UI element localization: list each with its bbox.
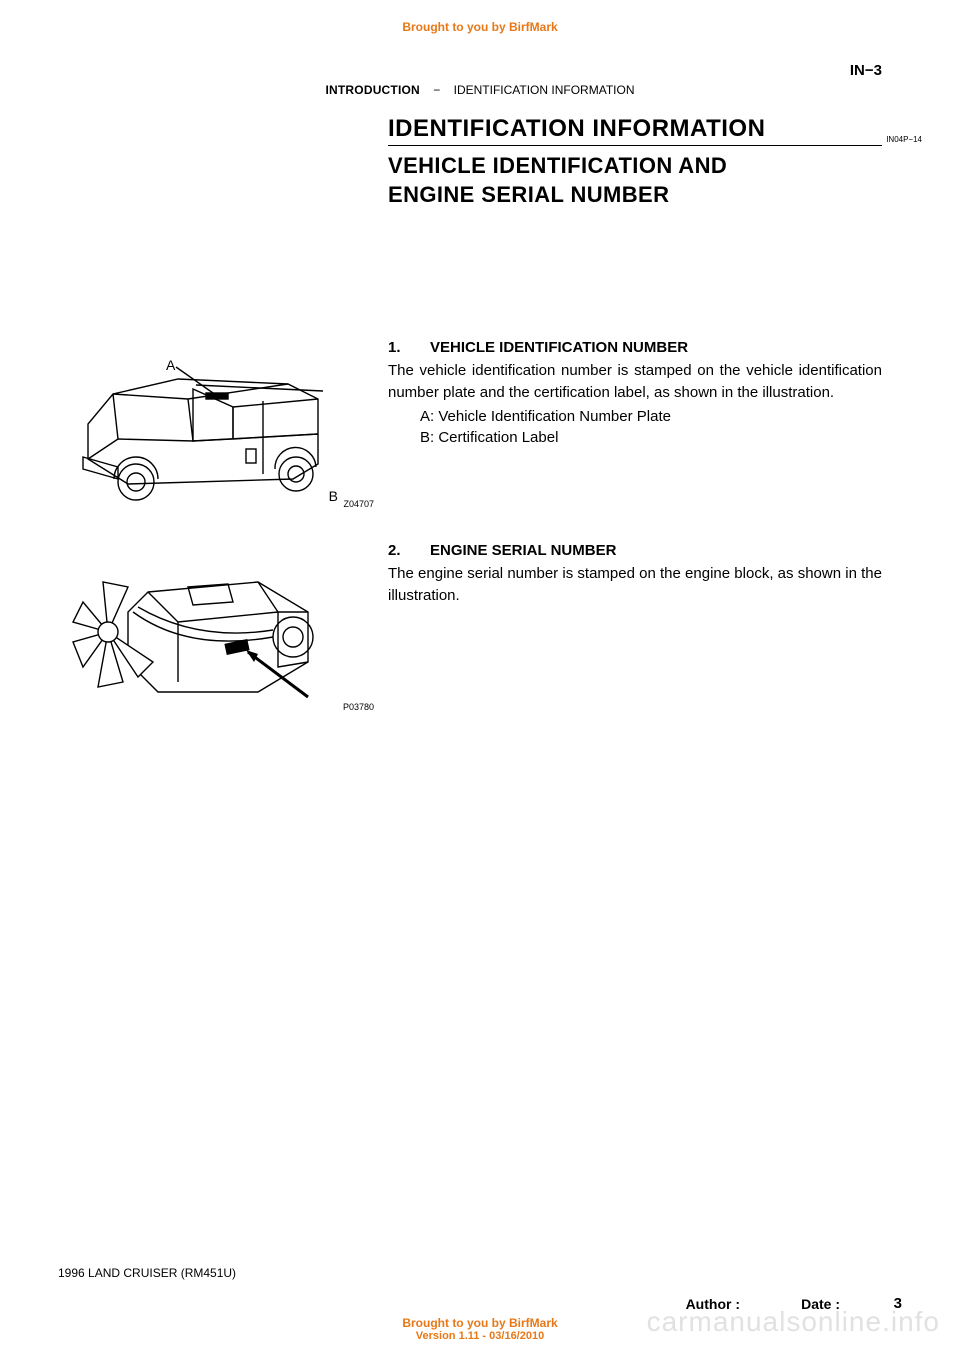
figure-2-col: P03780 bbox=[58, 542, 358, 737]
figure-engine: P03780 bbox=[58, 542, 338, 717]
breadcrumb-section: INTRODUCTION bbox=[326, 83, 420, 97]
section-2-num: 2. bbox=[388, 542, 430, 559]
figure-1-col: A bbox=[58, 339, 358, 534]
ref-code: IN04P−14 bbox=[886, 135, 922, 144]
figure-1-code: Z04707 bbox=[343, 499, 374, 509]
section-1-text: 1.VEHICLE IDENTIFICATION NUMBER The vehi… bbox=[388, 339, 902, 534]
section-1-row: A bbox=[58, 339, 902, 534]
vehicle-illustration bbox=[58, 339, 338, 514]
section-1-items: A: Vehicle Identification Number Plate B… bbox=[388, 406, 882, 450]
figure-label-b: B bbox=[329, 488, 338, 504]
heading-1: IDENTIFICATION INFORMATION bbox=[388, 115, 882, 146]
page: Brought to you by BirfMark IN−3 INTRODUC… bbox=[0, 0, 960, 1358]
section-2-title-text: ENGINE SERIAL NUMBER bbox=[430, 542, 616, 559]
section-1-title: 1.VEHICLE IDENTIFICATION NUMBER bbox=[388, 339, 882, 356]
breadcrumb-title: IDENTIFICATION INFORMATION bbox=[454, 83, 635, 97]
section-1-title-text: VEHICLE IDENTIFICATION NUMBER bbox=[430, 339, 688, 356]
figure-label-a: A bbox=[166, 357, 175, 373]
section-2-title: 2.ENGINE SERIAL NUMBER bbox=[388, 542, 882, 559]
section-2-text: 2.ENGINE SERIAL NUMBER The engine serial… bbox=[388, 542, 902, 737]
watermark: carmanualsonline.info bbox=[647, 1306, 940, 1338]
engine-illustration bbox=[58, 542, 338, 717]
section-1-item-a: A: Vehicle Identification Number Plate bbox=[420, 406, 882, 428]
top-banner: Brought to you by BirfMark bbox=[58, 20, 902, 34]
section-1-item-b: B: Certification Label bbox=[420, 427, 882, 449]
section-2-row: P03780 2.ENGINE SERIAL NUMBER The engine… bbox=[58, 542, 902, 737]
breadcrumb: INTRODUCTION − IDENTIFICATION INFORMATIO… bbox=[58, 83, 902, 97]
page-code: IN−3 bbox=[58, 62, 902, 79]
figure-vehicle: A bbox=[58, 339, 338, 514]
section-1-body: The vehicle identification number is sta… bbox=[388, 360, 882, 404]
heading-block: IN04P−14 IDENTIFICATION INFORMATION VEHI… bbox=[388, 115, 882, 209]
section-1-num: 1. bbox=[388, 339, 430, 356]
heading-2-line1: VEHICLE IDENTIFICATION AND bbox=[388, 152, 882, 181]
section-2-body: The engine serial number is stamped on t… bbox=[388, 563, 882, 607]
figure-2-code: P03780 bbox=[343, 702, 374, 712]
heading-2-line2: ENGINE SERIAL NUMBER bbox=[388, 181, 882, 210]
footer-doc-id: 1996 LAND CRUISER (RM451U) bbox=[58, 1266, 236, 1280]
breadcrumb-sep: − bbox=[433, 83, 440, 97]
